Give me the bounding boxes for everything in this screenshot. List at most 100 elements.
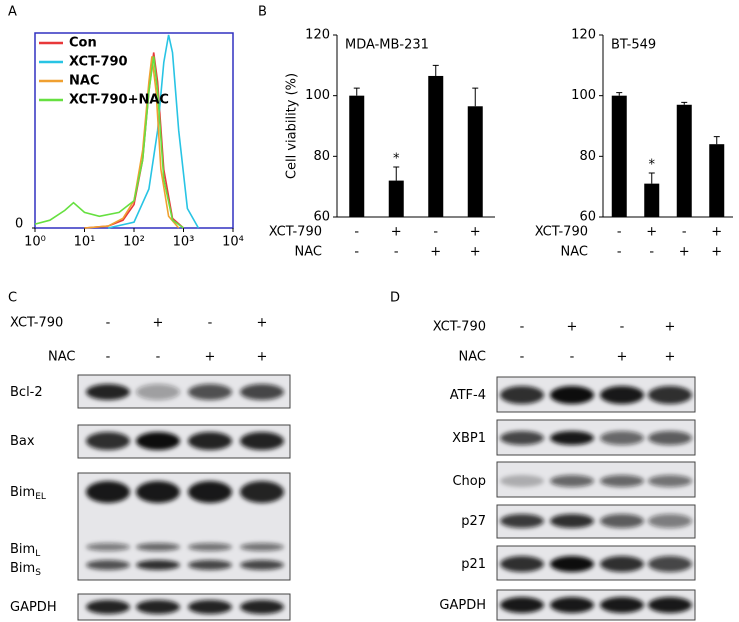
blot-band bbox=[86, 560, 130, 570]
treatment-sign: - bbox=[649, 245, 654, 260]
treatment-label: XCT-790 bbox=[10, 316, 63, 331]
blot-band bbox=[86, 543, 130, 551]
treatment-label: NAC bbox=[459, 350, 486, 365]
legend-label: XCT-790 bbox=[69, 55, 128, 70]
error-bar bbox=[681, 101, 688, 105]
blot-band bbox=[188, 481, 232, 503]
y-tick-label: 100 bbox=[571, 88, 596, 103]
treatment-sign: + bbox=[665, 320, 676, 335]
blot-bands bbox=[500, 431, 692, 445]
treatment-label: NAC bbox=[48, 350, 75, 365]
treatment-label: XCT-790 bbox=[535, 225, 588, 240]
blot-band bbox=[600, 431, 644, 445]
blot-band bbox=[86, 600, 130, 614]
treatment-sign: - bbox=[617, 225, 622, 240]
blot-band bbox=[648, 386, 692, 404]
blot-band bbox=[136, 384, 180, 400]
treatment-sign: + bbox=[679, 245, 690, 260]
error-bar bbox=[713, 136, 720, 145]
blot-bands bbox=[86, 432, 284, 450]
treatment-sign: + bbox=[205, 350, 216, 365]
blot-band bbox=[600, 597, 644, 613]
significance-mark: * bbox=[649, 158, 656, 173]
treatment-sign: - bbox=[570, 350, 575, 365]
band-label: GAPDH bbox=[439, 598, 486, 613]
x-tick-label: 10³ bbox=[173, 235, 195, 250]
blot-band bbox=[86, 432, 130, 450]
treatment-sign: - bbox=[208, 316, 213, 331]
treatment-sign: - bbox=[520, 320, 525, 335]
blot-band bbox=[86, 481, 130, 503]
blot-bands bbox=[500, 514, 692, 528]
band-name: GAPDH bbox=[439, 598, 486, 613]
x-tick-label: 10² bbox=[123, 235, 145, 250]
blot-band bbox=[550, 386, 594, 404]
bar bbox=[709, 144, 725, 217]
y-tick-label: 120 bbox=[305, 28, 330, 43]
treatment-sign: - bbox=[433, 225, 438, 240]
bar bbox=[467, 106, 483, 217]
band-label: p27 bbox=[461, 514, 486, 529]
bar bbox=[611, 95, 627, 217]
blot-band bbox=[136, 560, 180, 570]
band-subscript: L bbox=[35, 549, 40, 559]
treatment-sign: + bbox=[617, 350, 628, 365]
blot-band bbox=[600, 556, 644, 572]
x-tick-label: 10¹ bbox=[74, 235, 96, 250]
band-label: BimS bbox=[10, 561, 41, 578]
band-label: p21 bbox=[461, 557, 486, 572]
treatment-sign: - bbox=[156, 350, 161, 365]
blot-band bbox=[648, 514, 692, 528]
error-bar bbox=[393, 166, 400, 181]
bar bbox=[349, 95, 365, 217]
blot-band bbox=[240, 543, 284, 551]
blot-band bbox=[500, 475, 544, 487]
blot-band bbox=[240, 600, 284, 614]
treatment-sign: + bbox=[470, 225, 481, 240]
y-tick-label: 80 bbox=[579, 149, 596, 164]
blot-band bbox=[500, 386, 544, 404]
bar bbox=[388, 180, 404, 217]
x-tick-label: 10⁰ bbox=[24, 235, 46, 250]
band-name: Chop bbox=[452, 474, 486, 489]
treatment-sign: + bbox=[430, 245, 441, 260]
treatment-sign: - bbox=[106, 350, 111, 365]
y-tick-label: 100 bbox=[305, 88, 330, 103]
treatment-sign: + bbox=[257, 316, 268, 331]
y-tick-label: 0 bbox=[15, 217, 23, 232]
chart-title: MDA-MB-231 bbox=[345, 38, 429, 53]
blot-band bbox=[136, 600, 180, 614]
panel-label: C bbox=[8, 291, 17, 306]
treatment-label: NAC bbox=[561, 245, 588, 260]
band-label: Bax bbox=[10, 434, 35, 449]
panel-label: D bbox=[390, 291, 400, 306]
blot-band bbox=[550, 514, 594, 528]
blot-bands bbox=[500, 386, 692, 404]
band-name: p21 bbox=[461, 557, 486, 572]
treatment-sign: - bbox=[106, 316, 111, 331]
blot-band bbox=[188, 432, 232, 450]
treatment-sign: - bbox=[617, 245, 622, 260]
treatment-label: NAC bbox=[295, 245, 322, 260]
treatment-sign: + bbox=[711, 225, 722, 240]
blot-band bbox=[500, 431, 544, 445]
blot-band bbox=[600, 475, 644, 487]
band-name: Bim bbox=[10, 561, 35, 576]
treatment-sign: - bbox=[354, 225, 359, 240]
band-name: Bcl-2 bbox=[10, 385, 43, 400]
blot-bands bbox=[86, 600, 284, 614]
treatment-sign: + bbox=[470, 245, 481, 260]
histogram-line bbox=[107, 34, 200, 229]
x-tick-label: 10⁴ bbox=[222, 235, 244, 250]
blot-band bbox=[550, 431, 594, 445]
blot-band bbox=[240, 481, 284, 503]
band-name: ATF-4 bbox=[450, 388, 486, 403]
bar bbox=[644, 183, 660, 217]
band-name: Bim bbox=[10, 542, 35, 557]
treatment-sign: - bbox=[620, 320, 625, 335]
blot-band bbox=[648, 475, 692, 487]
legend-label: XCT-790+NAC bbox=[69, 93, 169, 108]
y-axis-label: Cell viability (%) bbox=[285, 73, 300, 179]
blot-band bbox=[188, 384, 232, 400]
